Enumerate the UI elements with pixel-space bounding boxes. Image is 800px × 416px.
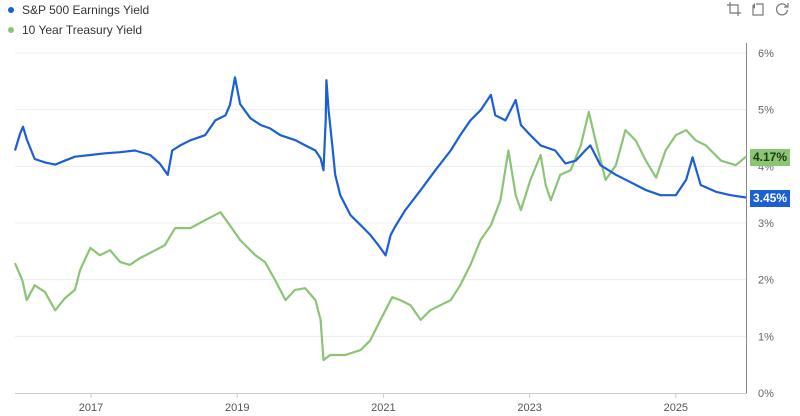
y-tick-label: 6% (758, 48, 774, 60)
legend-dot-icon (8, 7, 14, 13)
legend-label: S&P 500 Earnings Yield (22, 3, 150, 17)
refresh-icon (775, 3, 789, 16)
chart-legend: S&P 500 Earnings Yield 10 Year Treasury … (8, 0, 149, 40)
legend-item-earnings-yield[interactable]: S&P 500 Earnings Yield (8, 0, 149, 20)
zoom-reset-button[interactable] (750, 1, 766, 17)
earnings-last-value-badge: 3.45% (750, 189, 791, 207)
x-tick-label: 2019 (225, 402, 249, 414)
crop-zoom-icon (727, 2, 741, 16)
refresh-button[interactable] (774, 1, 790, 17)
x-tick-label: 2025 (664, 402, 688, 414)
crop-zoom-button[interactable] (726, 1, 742, 17)
x-tick-label: 2021 (371, 402, 395, 414)
series-line-earnings-yield (13, 76, 747, 257)
treasury-last-value-badge: 4.17% (750, 148, 791, 166)
y-tick-label: 2% (758, 275, 774, 287)
y-tick-label: 1% (758, 331, 774, 343)
y-tick-label: 5% (758, 105, 774, 117)
y-tick-label: 3% (758, 218, 774, 230)
legend-label: 10 Year Treasury Yield (22, 23, 143, 37)
x-tick-label: 2017 (79, 402, 103, 414)
y-tick-label: 0% (758, 388, 774, 400)
x-tick-label: 2023 (517, 402, 541, 414)
zoom-reset-icon (752, 3, 764, 16)
legend-item-treasury-yield[interactable]: 10 Year Treasury Yield (8, 20, 149, 40)
legend-dot-icon (8, 27, 14, 33)
chart-toolbar (726, 1, 790, 17)
series-line-treasury-yield (13, 110, 747, 362)
